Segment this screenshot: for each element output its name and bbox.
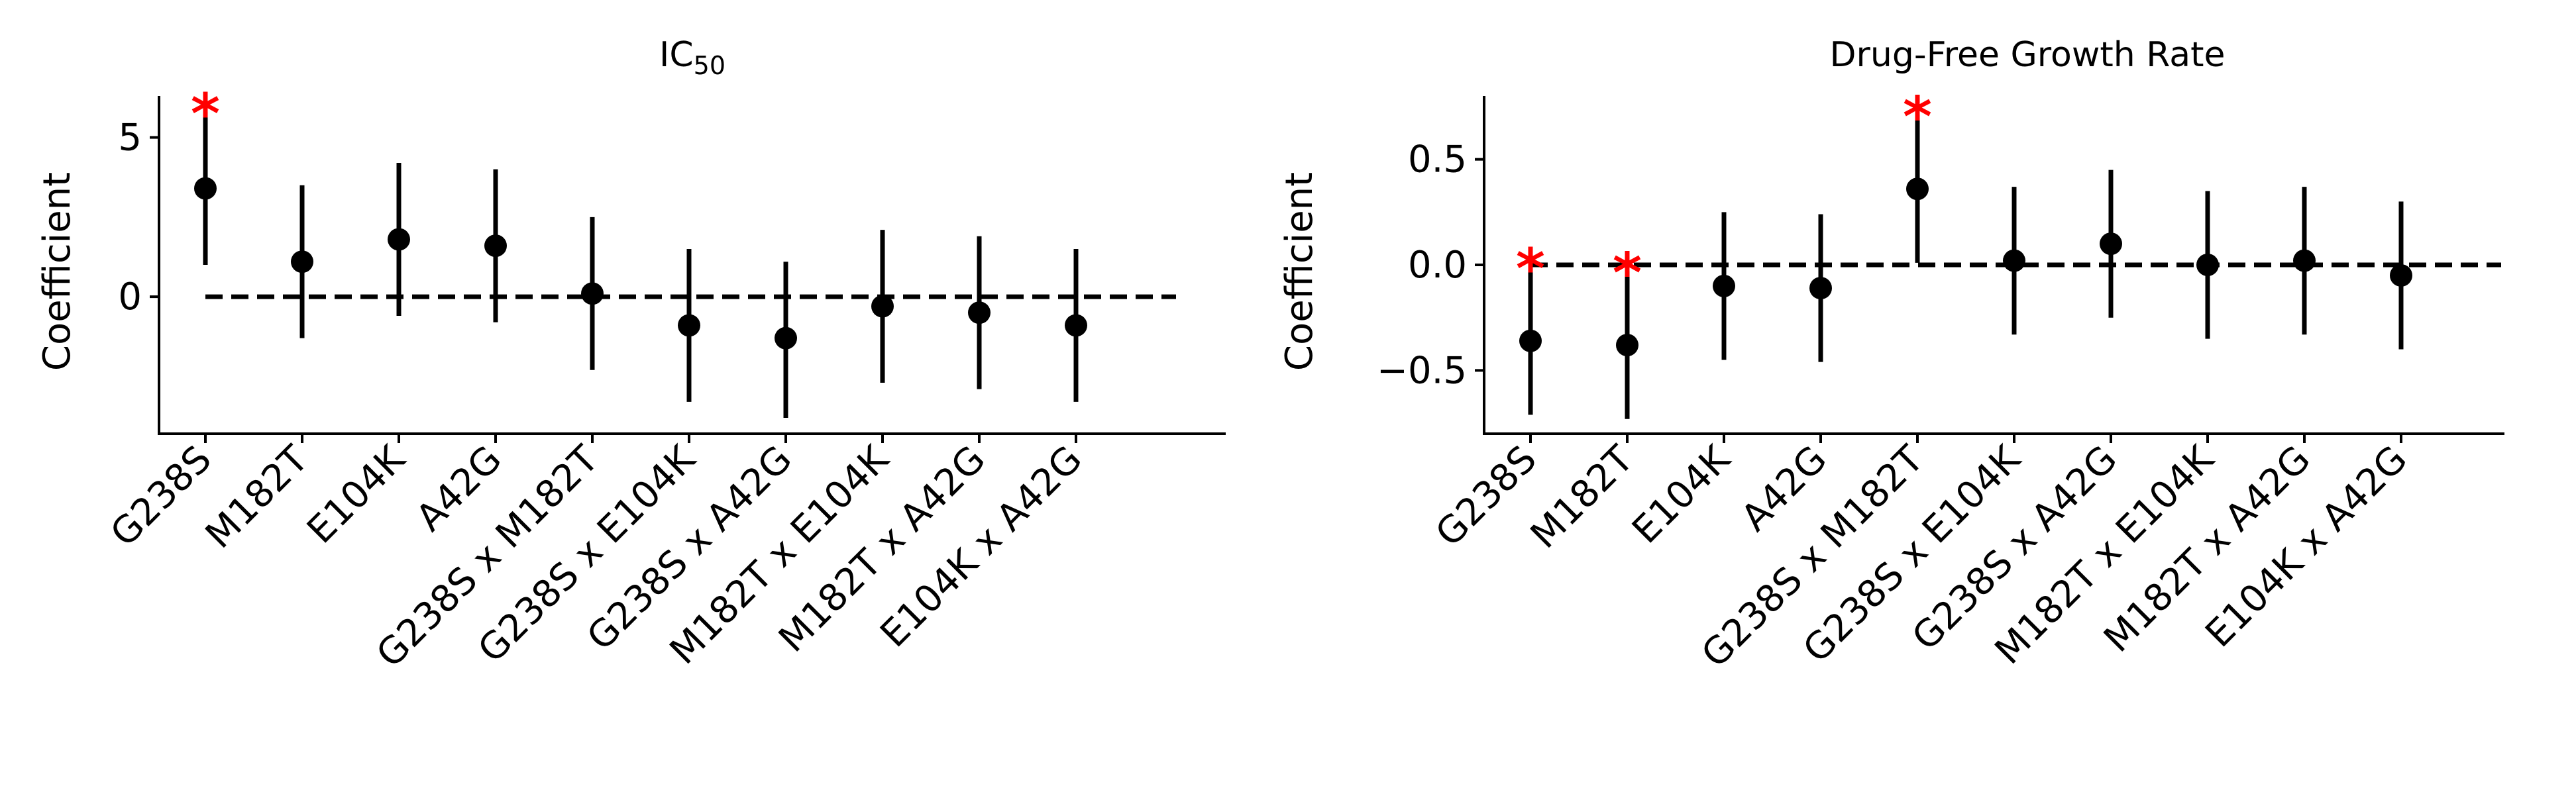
- point-m182t-x-a42g: [968, 301, 991, 324]
- point-a42g: [1809, 277, 1832, 300]
- data-marks: *: [191, 81, 1087, 418]
- chart-ic50: IC50 Coefficient * G238SM182TE104KA42GG2…: [36, 35, 1226, 676]
- point-g238s-x-e104k: [678, 314, 700, 337]
- chart-title: IC50: [659, 35, 725, 80]
- y-tick-label: 0: [118, 275, 142, 319]
- point-m182t-x-a42g: [2293, 249, 2316, 272]
- significance-star: *: [191, 81, 220, 146]
- chart-drug-free-growth-rate: Drug-Free Growth Rate Coefficient * * * G2…: [1278, 35, 2504, 676]
- y-tick-label: 0.5: [1408, 138, 1467, 181]
- x-tick-label: G238S: [1428, 438, 1545, 555]
- y-tick-label: 0.0: [1408, 244, 1467, 287]
- y-tick-label: −0.5: [1377, 349, 1467, 392]
- point-a42g: [484, 234, 507, 258]
- point-e104k: [1713, 274, 1735, 297]
- y-ticks: 50: [118, 117, 159, 319]
- point-m182t: [291, 250, 313, 273]
- point-g238s-x-e104k: [2003, 249, 2025, 272]
- y-axis-label: Coefficient: [1278, 172, 1321, 371]
- significance-star: *: [1613, 241, 1642, 306]
- axes: [158, 96, 1226, 435]
- point-g238s-x-a42g: [775, 326, 797, 350]
- x-tick-label: M182T: [197, 437, 317, 556]
- y-axis-label: Coefficient: [36, 172, 79, 371]
- point-e104k-x-a42g: [2390, 264, 2412, 287]
- x-tick-label: G238S: [103, 438, 220, 555]
- point-g238s-x-m182t: [1906, 177, 1929, 201]
- significance-star: *: [1516, 236, 1545, 301]
- y-tick-label: 5: [118, 117, 142, 160]
- point-g238s-x-m182t: [581, 282, 604, 305]
- point-e104k-x-a42g: [1065, 314, 1087, 337]
- x-tick-label: E104K: [299, 437, 413, 552]
- significance-star: *: [1903, 85, 1932, 150]
- x-tick-label: E104K: [1624, 437, 1739, 552]
- point-m182t: [1616, 334, 1638, 357]
- point-g238s: [1519, 329, 1542, 352]
- data-marks: * * *: [1516, 85, 2412, 419]
- point-g238s-x-a42g: [2100, 232, 2122, 256]
- y-ticks: 0.5 0.0 −0.5: [1377, 138, 1484, 392]
- chart-title: Drug-Free Growth Rate: [1829, 35, 2225, 75]
- point-e104k: [388, 228, 410, 251]
- point-g238s: [194, 177, 217, 200]
- point-m182t-x-e104k: [2196, 254, 2219, 276]
- point-m182t-x-e104k: [871, 295, 894, 318]
- x-tick-label: M182T: [1523, 437, 1642, 556]
